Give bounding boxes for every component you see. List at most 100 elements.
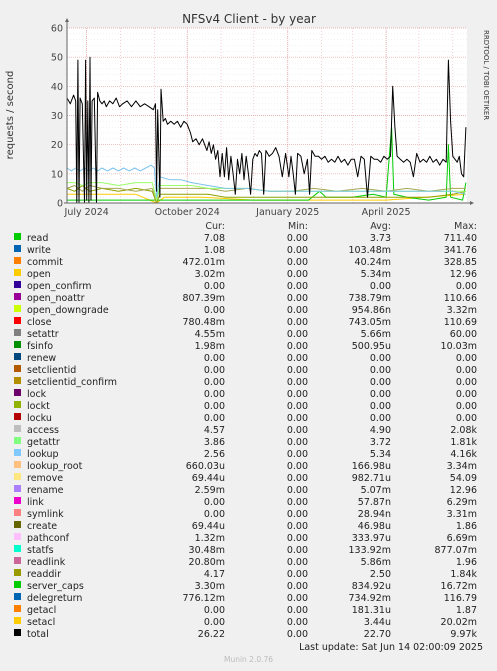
legend-swatch (14, 281, 21, 288)
legend-name: symlink (27, 509, 64, 520)
legend-name: readlink (27, 557, 66, 568)
y-tick-label: 40 (51, 82, 63, 93)
y-tick-label: 10 (51, 169, 63, 180)
y-tick-label: 20 (51, 140, 63, 151)
legend-name: lookup_root (27, 461, 83, 472)
munin-footer: Munin 2.0.76 (223, 655, 274, 664)
legend-row-setclientid_confirm: setclientid_confirm 0.00 0.00 0.00 0.00 (0, 377, 497, 389)
legend-name: setacl (27, 617, 56, 628)
legend-max: 110.69 (443, 317, 477, 328)
legend-swatch (14, 629, 21, 636)
legend-cur: 660.03u (185, 461, 225, 472)
legend-swatch (14, 389, 21, 396)
chart: 0 10 20 30 40 50 60 July 2024 October 2024 Januar… (5, 12, 490, 218)
legend-avg: 0.00 (369, 365, 391, 376)
legend-min: 0.00 (286, 497, 308, 508)
legend-swatch (14, 605, 21, 612)
legend-avg: 834.92u (351, 581, 391, 592)
legend-cur: 0.00 (203, 401, 225, 412)
y-tick-label: 30 (51, 111, 63, 122)
legend-name: total (27, 629, 49, 640)
legend-swatch (14, 521, 21, 528)
legend-swatch (14, 509, 21, 516)
legend-rows: read 7.08 0.00 3.73 711.40 write 1.08 0.00 103.4… (0, 233, 497, 641)
legend-name: open_noattr (27, 293, 85, 304)
legend-avg: 0.00 (369, 413, 391, 424)
legend-min: 0.00 (286, 305, 308, 316)
legend-name: statfs (27, 545, 54, 556)
x-axis-arrow (470, 201, 474, 205)
legend-avg: 5.86m (360, 557, 391, 568)
legend-min: 0.00 (286, 377, 308, 388)
legend-max: 9.97k (450, 629, 477, 640)
legend-avg: 40.24m (354, 257, 391, 268)
legend-row-remove: remove 69.44u 0.00 982.71u 54.09 (0, 473, 497, 485)
legend-max: 16.72m (440, 581, 477, 592)
legend-max: 328.85 (443, 257, 477, 268)
legend-swatch (14, 497, 21, 504)
legend-max: 3.32m (446, 305, 477, 316)
legend-max: 711.40 (443, 233, 477, 244)
legend-name: setclientid (27, 365, 77, 376)
legend-max: 0.00 (455, 281, 477, 292)
legend-name: delegreturn (27, 593, 83, 604)
legend-avg: 5.34 (369, 449, 391, 460)
legend-cur: 1.08 (203, 245, 225, 256)
legend-header-min: Min: (287, 221, 308, 232)
legend-avg: 5.66m (360, 329, 391, 340)
legend-name: remove (27, 473, 64, 484)
legend-name: close (27, 317, 52, 328)
legend-avg: 3.73 (369, 233, 391, 244)
legend-cur: 0.00 (203, 377, 225, 388)
legend-row-setacl: setacl 0.00 0.00 3.44u 20.02m (0, 617, 497, 629)
legend-name: rename (27, 485, 64, 496)
legend-max: 0.00 (455, 389, 477, 400)
legend-swatch (14, 401, 21, 408)
legend-avg: 5.07m (360, 485, 391, 496)
legend-min: 0.00 (286, 257, 308, 268)
legend-min: 0.00 (286, 545, 308, 556)
x-tick-label: October 2024 (155, 207, 220, 218)
legend-row-setclientid: setclientid 0.00 0.00 0.00 0.00 (0, 365, 497, 377)
x-tick-label: January 2025 (255, 207, 319, 218)
legend-name: link (27, 497, 44, 508)
legend-row-commit: commit 472.01m 0.00 40.24m 328.85 (0, 257, 497, 269)
legend-min: 0.00 (286, 269, 308, 280)
legend-cur: 0.00 (203, 389, 225, 400)
legend-swatch (14, 377, 21, 384)
legend-swatch (14, 437, 21, 444)
y-tick-label: 60 (51, 24, 63, 35)
legend-name: readdir (27, 569, 61, 580)
legend-name: lockt (27, 401, 50, 412)
legend-row-create: create 69.44u 0.00 46.98u 1.86 (0, 521, 497, 533)
legend-row-getacl: getacl 0.00 0.00 181.31u 1.87 (0, 605, 497, 617)
legend-row-rename: rename 2.59m 0.00 5.07m 12.96 (0, 485, 497, 497)
legend-row-delegreturn: delegreturn 776.12m 0.00 734.92m 116.79 (0, 593, 497, 605)
legend-swatch (14, 473, 21, 480)
legend-row-readlink: readlink 20.80m 0.00 5.86m 1.96 (0, 557, 497, 569)
legend-max: 6.69m (446, 533, 477, 544)
legend-avg: 181.31u (351, 605, 391, 616)
legend-name: create (27, 521, 58, 532)
legend-header: Cur: Min: Avg: Max: (0, 221, 497, 233)
legend-row-lookup: lookup 2.56 0.00 5.34 4.16k (0, 449, 497, 461)
legend-cur: 0.00 (203, 509, 225, 520)
rrdtool-credit: RRDTOOL / TOBI OETIKER (482, 30, 490, 120)
legend-swatch (14, 305, 21, 312)
legend-max: 2.08k (450, 425, 477, 436)
legend-row-locku: locku 0.00 0.00 0.00 0.00 (0, 413, 497, 425)
legend-avg: 743.05m (348, 317, 392, 328)
legend-cur: 0.00 (203, 281, 225, 292)
legend-avg: 5.34m (360, 269, 391, 280)
x-tick-label: July 2024 (64, 207, 109, 218)
legend-avg: 0.00 (369, 281, 391, 292)
legend-cur: 20.80m (188, 557, 225, 568)
legend-min: 0.00 (286, 473, 308, 484)
legend-max: 0.00 (455, 413, 477, 424)
legend-cur: 3.02m (194, 269, 225, 280)
legend-swatch (14, 425, 21, 432)
last-update: Last update: Sat Jun 14 02:00:09 2025 (299, 642, 483, 653)
legend-cur: 26.22 (197, 629, 225, 640)
legend-swatch (14, 581, 21, 588)
legend-swatch (14, 569, 21, 576)
